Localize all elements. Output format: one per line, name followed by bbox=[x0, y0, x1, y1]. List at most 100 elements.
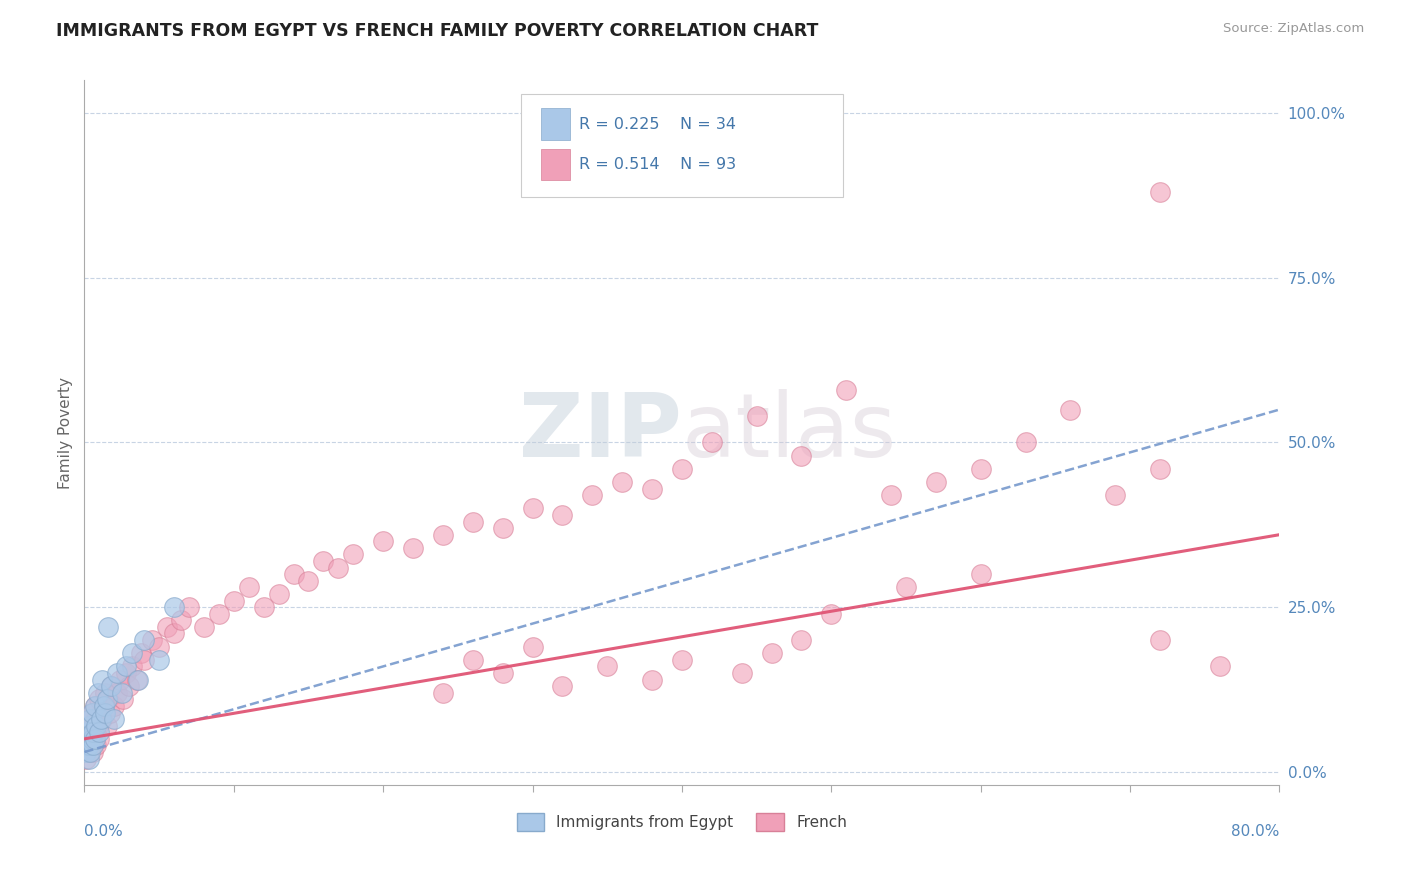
Point bbox=[82, 745, 104, 759]
Point bbox=[89, 725, 111, 739]
Point bbox=[880, 488, 903, 502]
Bar bbox=[541, 149, 569, 180]
Point bbox=[80, 731, 103, 746]
Point bbox=[148, 640, 170, 654]
Point bbox=[90, 706, 112, 720]
Point bbox=[1059, 402, 1081, 417]
Point bbox=[835, 383, 858, 397]
Point bbox=[75, 731, 97, 746]
Point bbox=[461, 515, 484, 529]
Point bbox=[89, 731, 111, 746]
Point bbox=[163, 626, 186, 640]
Point bbox=[111, 686, 134, 700]
Point bbox=[112, 692, 135, 706]
Point bbox=[297, 574, 319, 588]
Point bbox=[1014, 435, 1036, 450]
Point bbox=[87, 686, 110, 700]
Point bbox=[925, 475, 948, 489]
Point bbox=[1104, 488, 1126, 502]
Point bbox=[121, 659, 143, 673]
Point bbox=[82, 719, 104, 733]
Point bbox=[83, 731, 105, 746]
Point bbox=[432, 686, 454, 700]
Point bbox=[83, 698, 105, 713]
Point bbox=[103, 712, 125, 726]
Point bbox=[163, 600, 186, 615]
Point bbox=[76, 719, 98, 733]
Point bbox=[86, 712, 108, 726]
Point bbox=[76, 739, 98, 753]
Point bbox=[193, 620, 215, 634]
Point bbox=[127, 673, 149, 687]
Point bbox=[820, 607, 842, 621]
Point bbox=[91, 712, 114, 726]
Point bbox=[1149, 462, 1171, 476]
Legend: Immigrants from Egypt, French: Immigrants from Egypt, French bbox=[510, 807, 853, 838]
Point bbox=[745, 409, 768, 424]
Point bbox=[402, 541, 425, 555]
Point bbox=[79, 712, 101, 726]
Point bbox=[551, 679, 574, 693]
Point bbox=[97, 692, 120, 706]
Point bbox=[77, 751, 100, 765]
Y-axis label: Family Poverty: Family Poverty bbox=[58, 376, 73, 489]
Text: atlas: atlas bbox=[682, 389, 897, 476]
Point bbox=[432, 527, 454, 541]
Point bbox=[1209, 659, 1232, 673]
Point bbox=[98, 706, 121, 720]
Point bbox=[700, 435, 723, 450]
Point bbox=[86, 739, 108, 753]
Point bbox=[596, 659, 619, 673]
Point bbox=[103, 698, 125, 713]
Point bbox=[115, 659, 138, 673]
Point bbox=[970, 462, 993, 476]
Point bbox=[82, 739, 104, 753]
Point bbox=[89, 692, 111, 706]
FancyBboxPatch shape bbox=[520, 95, 844, 196]
Point bbox=[522, 501, 544, 516]
Point bbox=[641, 482, 664, 496]
Point bbox=[177, 600, 200, 615]
Point bbox=[1149, 186, 1171, 200]
Point bbox=[100, 679, 122, 693]
Point bbox=[222, 593, 245, 607]
Point bbox=[461, 653, 484, 667]
Point bbox=[80, 706, 103, 720]
Point bbox=[551, 508, 574, 522]
Point bbox=[170, 613, 193, 627]
Point bbox=[208, 607, 231, 621]
Point bbox=[492, 665, 515, 680]
Point bbox=[77, 739, 100, 753]
Point bbox=[79, 739, 101, 753]
Point bbox=[671, 653, 693, 667]
Point bbox=[97, 620, 120, 634]
Point bbox=[731, 665, 754, 680]
Point bbox=[115, 665, 138, 680]
Point bbox=[129, 646, 152, 660]
Point bbox=[132, 653, 156, 667]
Point bbox=[253, 600, 276, 615]
Point bbox=[790, 449, 813, 463]
Point bbox=[342, 548, 364, 562]
Point bbox=[312, 554, 335, 568]
Point bbox=[155, 620, 177, 634]
Point bbox=[75, 731, 97, 746]
Point bbox=[94, 686, 117, 700]
Point bbox=[118, 679, 141, 693]
Point bbox=[77, 725, 100, 739]
Point bbox=[90, 712, 112, 726]
Text: 0.0%: 0.0% bbox=[84, 823, 124, 838]
Point bbox=[761, 646, 783, 660]
Text: R = 0.225    N = 34: R = 0.225 N = 34 bbox=[579, 117, 737, 132]
Point bbox=[83, 725, 105, 739]
Point bbox=[141, 633, 163, 648]
Point bbox=[492, 521, 515, 535]
Point bbox=[105, 665, 128, 680]
Point bbox=[87, 719, 110, 733]
Point bbox=[105, 686, 128, 700]
Point bbox=[80, 706, 103, 720]
Point bbox=[77, 719, 100, 733]
Point bbox=[671, 462, 693, 476]
Point bbox=[77, 745, 100, 759]
Point bbox=[283, 567, 305, 582]
